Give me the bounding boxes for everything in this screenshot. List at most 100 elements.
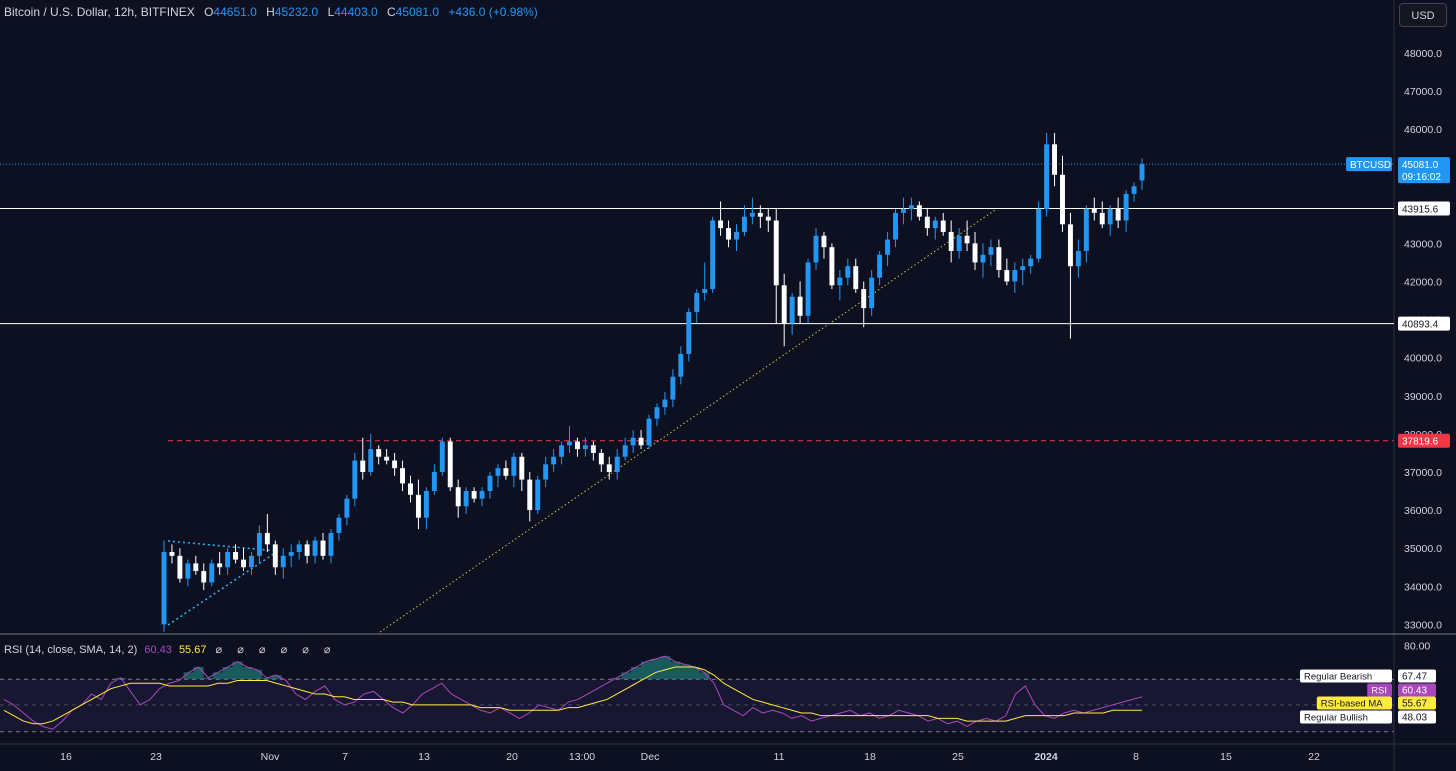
last-price-tag [1398, 157, 1450, 184]
candle-body [511, 456, 517, 476]
rsi-tag [1300, 710, 1392, 724]
price-tick-label: 46000.0 [1404, 124, 1442, 136]
level-price-label: 37819.6 [1402, 437, 1439, 448]
candle-body [885, 239, 891, 255]
rsi-tag-value: 60.43 [1402, 686, 1427, 697]
candle-body [519, 456, 525, 480]
candle-body [749, 212, 755, 217]
candle-body [630, 437, 636, 446]
time-tick-label: 23 [150, 751, 162, 763]
price-tick-label: 47000.0 [1404, 86, 1442, 98]
price-tick-label: 37000.0 [1404, 467, 1442, 479]
candle-body [1075, 250, 1081, 267]
candle-body [352, 460, 358, 499]
candle-body [336, 517, 342, 533]
candle-body [964, 235, 970, 244]
open-value: 44651.0 [213, 5, 257, 19]
rsi-tag-value-bg [1398, 669, 1436, 683]
candle-body [1115, 209, 1121, 221]
rsi-ma-value: 55.67 [178, 644, 207, 656]
rsi-line [3, 655, 1143, 730]
candle-body [193, 563, 199, 572]
high-value: 45232.0 [274, 5, 319, 19]
candle-body [622, 445, 628, 457]
rsi-tag-value-bg [1398, 683, 1436, 697]
candle-body [606, 464, 612, 472]
candle-body [686, 311, 692, 354]
candle-body [1036, 209, 1042, 259]
candle-body [312, 540, 318, 556]
candle-body [415, 494, 421, 518]
candle-body [988, 247, 994, 255]
candle-body [614, 456, 620, 472]
low-value: 44403.0 [334, 5, 378, 19]
symbol-label: Bitcoin / U.S. Dollar, 12h, BITFINEX [4, 5, 195, 19]
low-label: L [327, 5, 335, 19]
candle-body [551, 456, 557, 465]
rsi-tag-name: Regular Bearish [1304, 672, 1372, 683]
rsi-tag-name: Regular Bullish [1304, 713, 1368, 724]
candle-body [503, 468, 509, 476]
rsi-tag [1367, 683, 1392, 697]
candle-body [264, 532, 270, 545]
rsi-tag-name: RSI-based MA [1321, 699, 1383, 710]
candle-body [972, 243, 978, 263]
time-tick-label: 18 [864, 751, 876, 763]
rsi-tag [1316, 696, 1392, 710]
candle-body [185, 563, 191, 579]
rsi-value: 60.43 [144, 644, 172, 656]
candle-body [1123, 193, 1129, 221]
candle-body [248, 555, 254, 568]
candle-body [805, 262, 811, 316]
candle-body [1091, 209, 1097, 213]
rsi-tag-value: 55.67 [1402, 699, 1427, 710]
level-price-tag [1398, 316, 1450, 331]
candle-body [773, 220, 779, 286]
candle-body [678, 353, 684, 377]
candle-body [1139, 164, 1145, 181]
candle-body [781, 285, 787, 324]
triangle-upper [167, 540, 279, 552]
candle-body [455, 487, 461, 507]
candle-body [535, 479, 541, 511]
candle-body [376, 449, 382, 457]
price-tick-label: 42000.0 [1404, 276, 1442, 288]
candle-body [741, 216, 747, 232]
rsi-tick-label: 80.00 [1404, 640, 1430, 652]
rsi-tag-value: 67.47 [1402, 672, 1427, 683]
rsi-band-fill [0, 679, 1394, 732]
candle-body [638, 437, 644, 446]
time-tick-label: 13:00 [569, 751, 595, 763]
candle-body [598, 452, 604, 465]
time-tick-label: 16 [60, 751, 72, 763]
time-tick-label: 22 [1308, 751, 1320, 763]
candle-body [694, 292, 700, 312]
candle-body [1099, 212, 1105, 225]
candle-body [1107, 209, 1113, 225]
candle-body [1020, 266, 1026, 271]
candle-body [893, 212, 898, 240]
rsi-settings-icons[interactable]: ⌀ ⌀ ⌀ ⌀ ⌀ ⌀ [215, 644, 337, 656]
candle-body [328, 532, 334, 556]
candle-body [495, 468, 501, 476]
candle-body [797, 296, 803, 316]
candle-body [702, 289, 708, 293]
candle-body [948, 231, 954, 251]
high-label: H [266, 5, 275, 19]
candle-body [567, 441, 572, 446]
time-tick-label: 7 [342, 751, 348, 763]
candle-body [718, 220, 724, 229]
candle-body [710, 220, 716, 290]
time-tick-label: 13 [418, 751, 430, 763]
candle-body [169, 551, 175, 556]
candle-body [543, 464, 549, 480]
candle-body [1060, 174, 1065, 225]
candle-body [861, 289, 867, 309]
candle-body [479, 491, 485, 499]
candle-body [900, 209, 906, 213]
candle-body [1044, 144, 1050, 210]
candle-body [368, 449, 374, 472]
candle-body [423, 491, 429, 518]
currency-button[interactable]: USD [1399, 3, 1447, 27]
